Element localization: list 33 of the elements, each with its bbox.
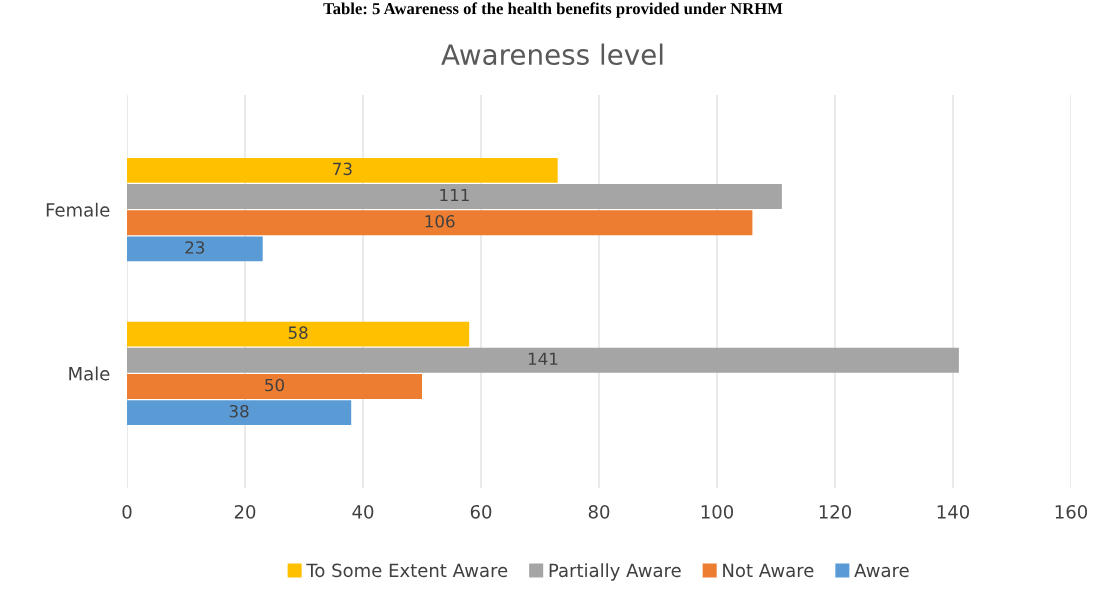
x-tick-label: 60 xyxy=(470,504,492,519)
data-label: 38 xyxy=(229,404,249,418)
x-tick-label: 120 xyxy=(819,504,852,519)
bar xyxy=(127,157,558,183)
x-tick-label: 80 xyxy=(588,504,610,519)
bar xyxy=(127,184,782,209)
x-tick-label: 160 xyxy=(1055,504,1088,519)
data-label: 111 xyxy=(440,188,469,202)
legend-label: Not Aware xyxy=(723,563,814,578)
y-tick-label: Female xyxy=(46,202,110,217)
legend-label: To Some Extent Aware xyxy=(306,563,508,578)
x-tick-label: 140 xyxy=(937,504,970,519)
bar xyxy=(127,347,959,373)
data-label: 141 xyxy=(528,352,558,365)
data-label: 73 xyxy=(333,162,352,176)
text: Table: 5 Awareness of the health benefits provided under NRHM xyxy=(323,2,783,18)
y-tick-label: Male xyxy=(69,366,110,381)
data-label: 50 xyxy=(265,378,284,392)
data-label: 106 xyxy=(425,214,455,228)
data-label: 58 xyxy=(288,326,308,339)
bar xyxy=(127,236,263,262)
x-tick-label: 100 xyxy=(701,504,734,519)
bar xyxy=(127,400,352,426)
data-label: 23 xyxy=(185,241,205,254)
x-tick-label: 40 xyxy=(352,504,374,519)
bar xyxy=(127,321,470,347)
x-tick-label: 0 xyxy=(122,504,132,519)
x-tick-label: 20 xyxy=(234,504,256,519)
bar xyxy=(127,374,422,399)
bar xyxy=(127,210,753,236)
legend-label: Aware xyxy=(854,563,909,578)
chart-title: Awareness level xyxy=(441,43,663,66)
legend-label: Partially Aware xyxy=(549,563,681,581)
